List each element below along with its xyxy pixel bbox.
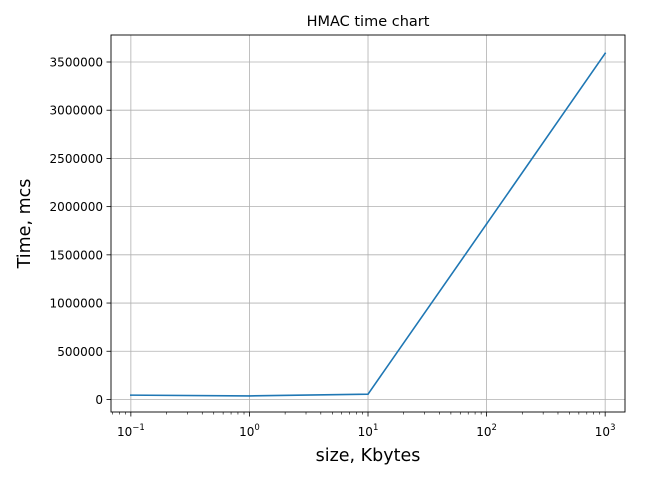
data-point xyxy=(130,394,132,396)
major-ticks xyxy=(106,61,606,417)
y-tick-label: 2000000 xyxy=(50,200,103,214)
y-tick-label: 0 xyxy=(95,393,103,407)
grid xyxy=(111,35,625,412)
y-tick-label: 3000000 xyxy=(50,104,103,118)
y-tick-label: 2500000 xyxy=(50,152,103,166)
x-minor-ticks xyxy=(112,412,601,415)
series-layer xyxy=(130,52,607,397)
x-tick-label: 103 xyxy=(595,423,616,439)
data-point xyxy=(485,223,488,225)
x-tick-label: 101 xyxy=(358,423,379,439)
x-tick-label: 10−1 xyxy=(117,423,145,439)
data-point xyxy=(367,393,369,395)
data-point xyxy=(604,52,606,55)
x-tick-label: 102 xyxy=(476,423,497,439)
y-tick-labels: 0 500000 1000000 1500000 2000000 2500000 30000… xyxy=(50,55,103,406)
y-tick-label: 1500000 xyxy=(50,248,103,262)
y-tick-label: 500000 xyxy=(57,345,103,359)
y-axis-label: Time, mcs xyxy=(15,179,35,270)
chart-title: HMAC time chart xyxy=(307,14,430,30)
x-tick-labels: 10−1 100 101 102 103 xyxy=(117,423,616,439)
x-axis-label: size, Kbytes xyxy=(316,446,421,466)
plot-frame xyxy=(110,34,626,413)
x-tick-label: 100 xyxy=(239,423,260,439)
y-tick-label: 1000000 xyxy=(50,297,103,311)
data-point xyxy=(248,395,251,397)
y-tick-label: 3500000 xyxy=(50,55,103,69)
